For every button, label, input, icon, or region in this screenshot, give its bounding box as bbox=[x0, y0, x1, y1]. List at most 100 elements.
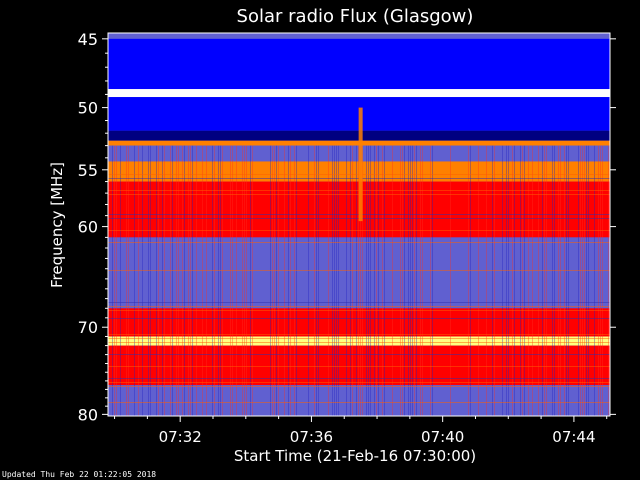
texture-column bbox=[116, 145, 117, 417]
texture-column bbox=[360, 145, 361, 417]
texture-column bbox=[284, 145, 285, 417]
texture-column bbox=[196, 145, 197, 417]
texture-column bbox=[206, 145, 207, 417]
texture-column bbox=[218, 145, 219, 417]
texture-column bbox=[142, 145, 143, 417]
texture-column bbox=[128, 145, 129, 417]
texture-column bbox=[278, 145, 279, 417]
texture-column bbox=[274, 145, 275, 417]
texture-column bbox=[478, 145, 479, 417]
texture-column bbox=[564, 145, 565, 417]
texture-column bbox=[608, 145, 609, 417]
texture-column bbox=[376, 145, 377, 417]
x-tick-label: 07:32 bbox=[159, 428, 202, 446]
texture-column bbox=[514, 145, 515, 417]
texture-column bbox=[602, 145, 603, 417]
texture-column bbox=[558, 145, 559, 417]
texture-column bbox=[422, 145, 423, 417]
heatmap-band-8 bbox=[108, 237, 610, 309]
plot-frame bbox=[107, 32, 611, 417]
texture-column bbox=[528, 145, 529, 417]
texture-column bbox=[126, 145, 127, 417]
texture-column bbox=[410, 145, 411, 417]
texture-column bbox=[112, 145, 113, 417]
texture-column bbox=[232, 145, 233, 417]
striation bbox=[108, 302, 610, 303]
x-tick-label: 07:36 bbox=[290, 428, 333, 446]
striation bbox=[108, 386, 610, 387]
texture-column bbox=[430, 145, 431, 417]
texture-column bbox=[212, 145, 213, 417]
texture-column bbox=[328, 145, 329, 417]
texture-column bbox=[552, 145, 553, 417]
chart-title: Solar radio Flux (Glasgow) bbox=[237, 6, 474, 27]
striation bbox=[108, 366, 610, 367]
texture-column bbox=[192, 145, 193, 417]
texture-column bbox=[366, 145, 367, 417]
heatmap-band-12 bbox=[108, 385, 610, 415]
texture-column bbox=[346, 145, 347, 417]
texture-column bbox=[468, 145, 469, 417]
striation bbox=[108, 306, 610, 307]
texture-column bbox=[318, 145, 319, 417]
texture-column bbox=[494, 145, 495, 417]
texture-column bbox=[316, 145, 317, 417]
texture-column bbox=[402, 145, 403, 417]
texture-column bbox=[230, 145, 231, 417]
texture-column bbox=[202, 145, 203, 417]
texture-column bbox=[544, 145, 545, 417]
texture-column bbox=[594, 145, 595, 417]
striation bbox=[108, 310, 610, 311]
x-tick-label: 07:44 bbox=[552, 428, 595, 446]
texture-column bbox=[170, 145, 171, 417]
texture-column bbox=[492, 145, 493, 417]
texture-column bbox=[554, 145, 555, 417]
texture-column bbox=[290, 145, 291, 417]
texture-column bbox=[522, 145, 523, 417]
heatmap-band-1 bbox=[108, 89, 610, 98]
texture-column bbox=[580, 145, 581, 417]
texture-column bbox=[568, 145, 569, 417]
texture-column bbox=[408, 145, 409, 417]
heatmap-plot-area bbox=[108, 33, 610, 417]
y-tick-label: 60 bbox=[78, 218, 98, 237]
texture-column bbox=[560, 145, 561, 417]
texture-column bbox=[182, 145, 183, 417]
texture-column bbox=[538, 145, 539, 417]
texture-column bbox=[308, 145, 309, 417]
texture-column bbox=[532, 145, 533, 417]
texture-column bbox=[358, 145, 359, 417]
texture-column bbox=[272, 145, 273, 417]
texture-column bbox=[416, 145, 417, 417]
striation bbox=[108, 318, 610, 319]
texture-column bbox=[158, 145, 159, 417]
texture-column bbox=[294, 145, 295, 417]
texture-column bbox=[414, 145, 415, 417]
texture-column bbox=[148, 145, 149, 417]
y-tick-label: 45 bbox=[78, 30, 98, 49]
y-axis-label: Frequency [MHz] bbox=[48, 162, 66, 288]
texture-column bbox=[524, 145, 525, 417]
striation bbox=[108, 382, 610, 383]
texture-column bbox=[598, 145, 599, 417]
texture-column bbox=[276, 145, 277, 417]
striation bbox=[108, 354, 610, 355]
texture-column bbox=[244, 145, 245, 417]
texture-column bbox=[134, 145, 135, 417]
texture-column bbox=[338, 145, 339, 417]
texture-column bbox=[138, 145, 139, 417]
texture-column bbox=[404, 145, 405, 417]
texture-column bbox=[184, 145, 185, 417]
texture-column bbox=[252, 145, 253, 417]
texture-column bbox=[350, 145, 351, 417]
texture-column bbox=[600, 145, 601, 417]
texture-column bbox=[222, 145, 223, 417]
texture-column bbox=[412, 145, 413, 417]
y-tick-label: 55 bbox=[78, 161, 98, 180]
texture-column bbox=[288, 145, 289, 417]
striation bbox=[108, 338, 610, 339]
texture-column bbox=[392, 145, 393, 417]
striation bbox=[108, 270, 610, 271]
y-axis: 45 50 55 60 70 80 bbox=[78, 30, 616, 424]
texture-column bbox=[246, 145, 247, 417]
